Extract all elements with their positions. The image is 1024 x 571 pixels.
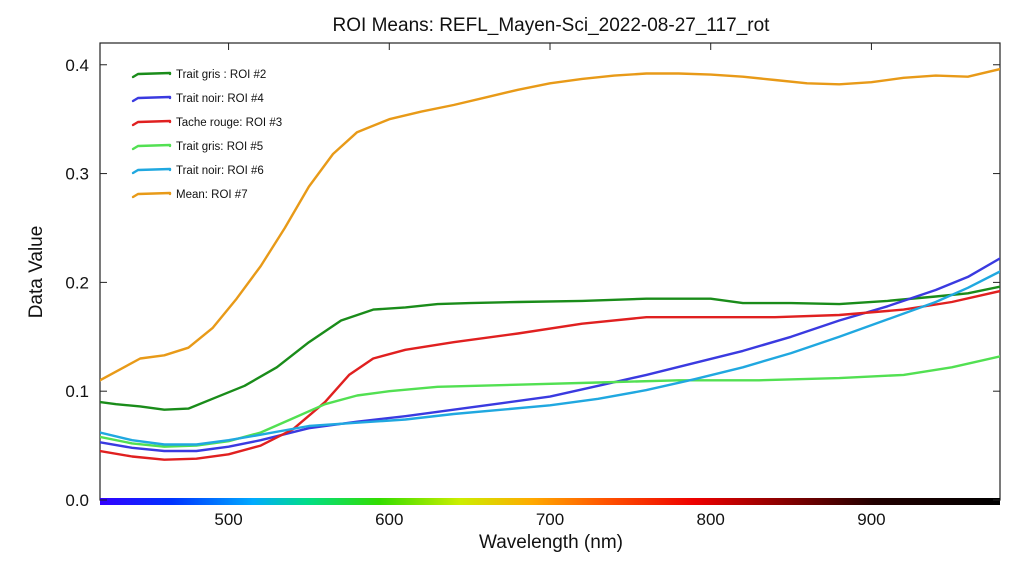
legend-swatch (131, 143, 172, 151)
legend-swatch (131, 191, 172, 199)
series-line-5 (100, 270, 1000, 446)
y-tick-label: 0.3 (65, 165, 89, 184)
x-tick-label: 500 (214, 510, 242, 529)
series-line-6 (100, 67, 1000, 382)
legend-label: Trait gris: ROI #5 (176, 141, 263, 153)
legend-label: Tache rouge: ROI #3 (176, 117, 282, 129)
series-line-1 (100, 285, 1000, 411)
y-axis-title: Data Value (26, 226, 47, 319)
legend-label: Trait noir: ROI #6 (176, 165, 264, 177)
plot-frame (99, 42, 1001, 501)
legend: Trait gris : ROI #2 Trait noir: ROI #4 Tac… (131, 69, 282, 201)
legend-label: Trait noir: ROI #4 (176, 93, 264, 105)
y-tick-label: 0.4 (65, 56, 89, 75)
y-tick-label: 0.0 (65, 491, 89, 510)
series-line-3 (100, 289, 1000, 461)
wavelength-color-bar (100, 498, 1000, 505)
legend-swatch (131, 167, 172, 175)
x-tick-label: 700 (536, 510, 564, 529)
y-tick-label: 0.2 (65, 273, 89, 292)
x-tick-label: 600 (375, 510, 403, 529)
legend-label: Mean: ROI #7 (176, 189, 248, 201)
x-axis-title: Wavelength (nm) (479, 532, 623, 553)
legend-label: Trait gris : ROI #2 (176, 69, 266, 81)
legend-swatch (131, 119, 172, 127)
x-axis-ticks: 500 600 700 800 900 (214, 43, 886, 529)
y-tick-label: 0.1 (65, 382, 89, 401)
chart-title: ROI Means: REFL_Mayen-Sci_2022-08-27_117… (333, 15, 771, 36)
legend-swatch (131, 95, 172, 103)
legend-swatch (131, 71, 172, 79)
series-lines (100, 67, 1000, 461)
x-tick-label: 800 (697, 510, 725, 529)
y-axis-ticks: 0.0 0.1 0.2 0.3 0.4 (65, 56, 1000, 510)
x-tick-label: 900 (857, 510, 885, 529)
